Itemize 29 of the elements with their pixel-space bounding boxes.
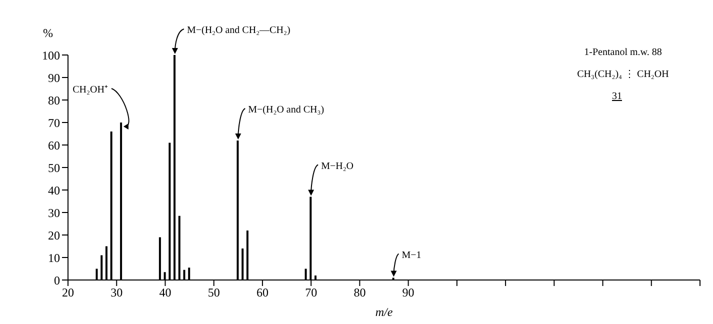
y-tick-label: 20: [48, 228, 60, 242]
x-tick-label: 40: [159, 286, 172, 300]
y-tick-label: 90: [48, 70, 60, 85]
x-tick-label: 90: [402, 286, 414, 300]
annotation: CH₂OH⁺: [72, 84, 108, 96]
x-tick-label: 80: [354, 286, 366, 300]
y-tick-label: 30: [48, 206, 60, 220]
x-tick-label: 20: [62, 286, 74, 300]
annotation: 1-Pentanol m.w. 88: [583, 46, 663, 60]
x-tick-label: 30: [110, 286, 123, 300]
y-tick-label: 40: [48, 183, 60, 198]
y-tick-label: 80: [48, 93, 60, 108]
y-tick-label: 60: [48, 138, 60, 152]
x-tick-label: 70: [305, 286, 318, 300]
x-tick-label: 60: [256, 286, 268, 300]
x-tick-label: 50: [208, 286, 220, 300]
annotation: M−1: [402, 250, 422, 261]
y-axis-title: %: [43, 26, 53, 40]
y-tick-label: 70: [48, 116, 60, 130]
x-axis-title: m/e: [375, 305, 394, 319]
annotation: CH₃(CH₂)₄ ⋮ CH₂OH: [576, 68, 670, 82]
annotation: 31: [611, 90, 623, 104]
y-tick-label: 10: [48, 250, 60, 265]
annotation: M−(H₂O and CH₃): [248, 104, 324, 116]
annotation: M−H₂O: [321, 160, 354, 172]
y-tick-label: 0: [54, 273, 60, 288]
y-tick-label: 100: [42, 48, 60, 62]
annotation: M−(H₂O and CH₂—CH₂): [186, 25, 290, 36]
y-tick-label: 50: [48, 160, 60, 175]
